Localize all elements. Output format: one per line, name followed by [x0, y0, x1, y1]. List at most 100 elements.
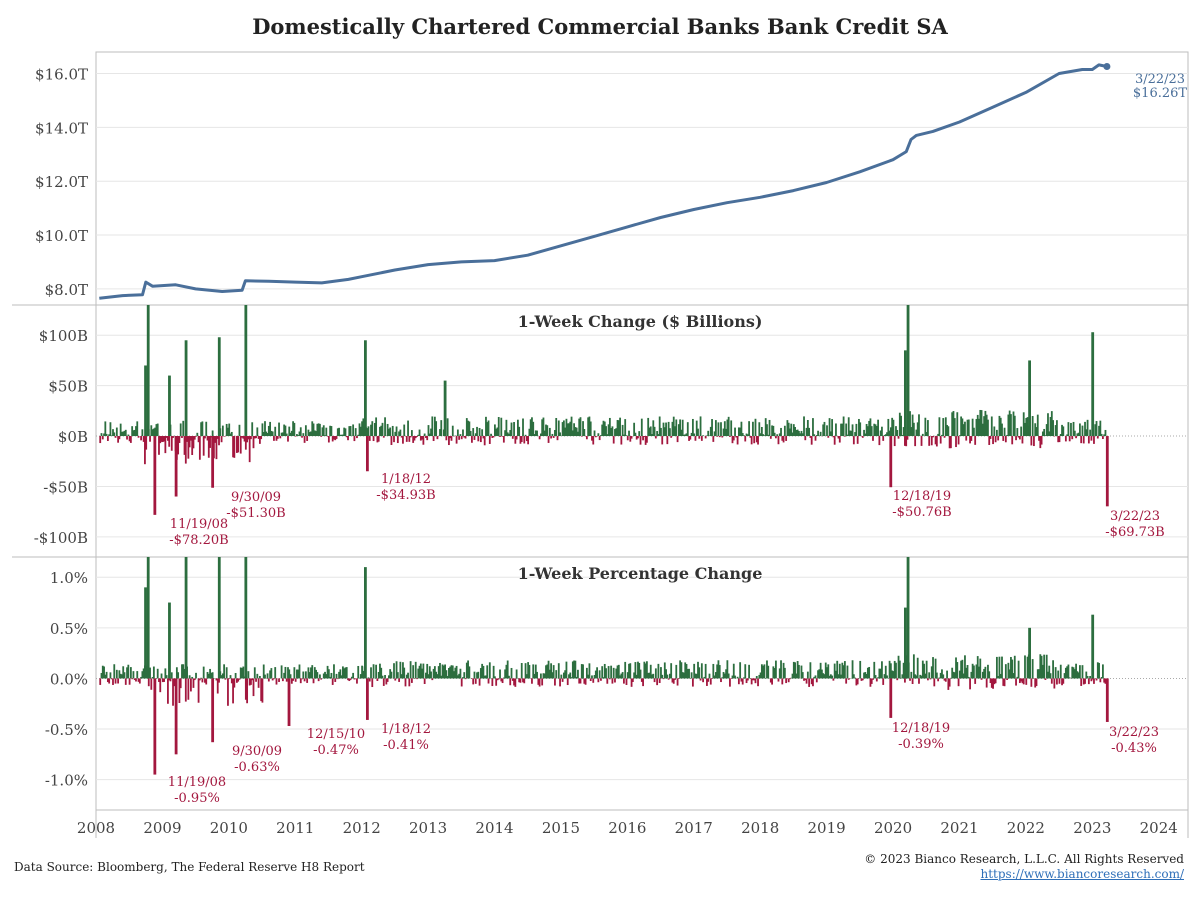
bar — [542, 417, 545, 437]
bar — [906, 436, 909, 440]
bar — [546, 664, 549, 679]
annotation-value: -0.43% — [1111, 741, 1157, 756]
bar — [482, 436, 485, 439]
bar — [815, 435, 818, 437]
bar — [270, 430, 273, 437]
bar — [928, 436, 931, 446]
bar — [250, 678, 252, 685]
bar — [119, 423, 122, 437]
bar — [508, 675, 510, 679]
bar — [787, 678, 790, 683]
bar — [976, 656, 979, 679]
bar — [312, 678, 315, 684]
bar — [1103, 434, 1106, 437]
bar — [287, 667, 289, 679]
bar — [727, 416, 730, 437]
bar — [823, 421, 826, 437]
bar — [623, 434, 625, 437]
bar — [128, 678, 131, 685]
bar — [468, 421, 471, 437]
bar — [131, 678, 134, 680]
bar — [251, 678, 254, 681]
bar — [460, 678, 463, 687]
bar — [895, 426, 897, 437]
bar — [506, 432, 509, 437]
bar — [450, 665, 453, 679]
bar — [980, 678, 983, 680]
bar — [837, 436, 840, 439]
bar — [367, 426, 370, 437]
bar — [1008, 410, 1011, 437]
annotation-date: 9/30/09 — [232, 744, 282, 759]
bar — [776, 434, 779, 437]
bar — [382, 436, 385, 438]
bar — [207, 673, 210, 679]
bar — [1038, 436, 1040, 441]
bar — [495, 678, 498, 686]
bar — [691, 678, 694, 687]
bar — [528, 428, 531, 437]
bar — [202, 666, 205, 679]
bar-highlight — [365, 436, 369, 472]
bar — [783, 667, 786, 679]
bar — [258, 675, 261, 679]
bar — [533, 673, 536, 679]
bar — [672, 416, 675, 437]
bar — [800, 430, 803, 437]
website-link[interactable]: https://www.biancoresearch.com/ — [980, 867, 1184, 881]
bar — [101, 436, 104, 440]
bar — [252, 436, 255, 449]
bar — [1024, 655, 1026, 679]
bar — [838, 663, 841, 679]
bar — [1004, 664, 1007, 679]
bar — [1040, 436, 1043, 445]
annotation-date: 3/22/23 — [1109, 725, 1159, 740]
bar — [574, 427, 577, 437]
bar — [252, 678, 255, 697]
bar — [702, 678, 705, 683]
x-tick-label: 2024 — [1140, 819, 1178, 837]
bar — [629, 663, 632, 679]
bar — [419, 663, 422, 679]
bar — [551, 672, 554, 679]
bar — [167, 436, 169, 441]
bar — [587, 674, 590, 679]
bar — [297, 435, 300, 437]
bar — [679, 660, 682, 679]
bar — [704, 436, 707, 439]
bar — [1061, 678, 1063, 686]
bar — [642, 436, 644, 441]
bar — [840, 674, 842, 679]
bar — [417, 668, 420, 679]
bar — [972, 427, 975, 437]
bar — [132, 430, 135, 437]
bar — [799, 433, 802, 437]
bar — [640, 418, 643, 437]
bar — [418, 665, 421, 679]
bar — [407, 672, 409, 679]
bar — [136, 421, 139, 437]
bar — [340, 675, 343, 679]
bar — [464, 436, 467, 439]
bar — [405, 674, 408, 679]
bar — [531, 678, 533, 684]
bar — [1031, 659, 1034, 679]
bar — [220, 675, 223, 679]
bar — [514, 678, 517, 687]
bar — [214, 436, 217, 443]
bar — [1002, 436, 1005, 441]
bar — [112, 678, 114, 685]
bar — [699, 678, 702, 681]
bar — [813, 434, 816, 437]
bar — [900, 415, 902, 437]
bar — [135, 426, 137, 437]
bar — [181, 436, 183, 438]
bar — [264, 674, 266, 679]
bar — [302, 433, 305, 437]
bar — [1079, 665, 1081, 679]
bar — [952, 671, 955, 679]
bar — [711, 419, 713, 437]
bar — [1035, 678, 1038, 687]
bar — [706, 435, 708, 437]
x-tick-label: 2012 — [343, 819, 381, 837]
